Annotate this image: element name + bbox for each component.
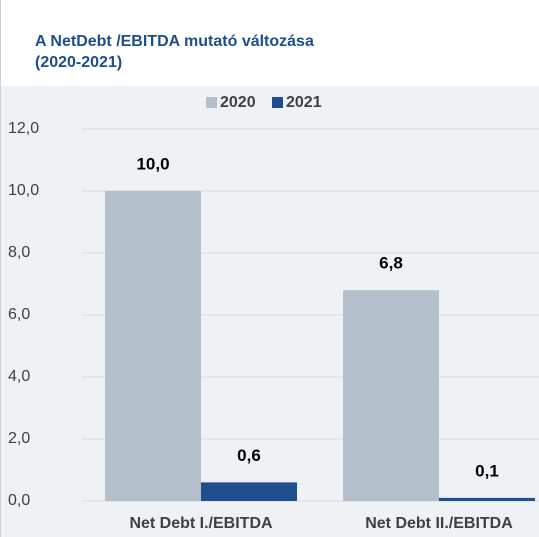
- bar: [439, 497, 535, 501]
- x-tick-label: Net Debt II./EBITDA: [365, 515, 513, 532]
- data-label: 0,6: [237, 446, 261, 465]
- bar: [343, 290, 439, 501]
- x-tick-label: Net Debt I./EBITDA: [129, 515, 273, 532]
- legend-swatch: [206, 97, 217, 108]
- y-tick-label: 12,0: [8, 120, 39, 137]
- bar: [201, 482, 297, 501]
- chart-subtitle: (2020-2021): [35, 54, 122, 71]
- y-tick-label: 10,0: [8, 182, 39, 199]
- legend-label: 2021: [286, 94, 322, 111]
- y-tick-label: 0,0: [8, 492, 30, 509]
- legend-swatch: [272, 97, 283, 108]
- data-label: 10,0: [136, 154, 169, 173]
- chart-title: A NetDebt /EBITDA mutató változása: [35, 33, 314, 50]
- y-tick-label: 4,0: [8, 368, 30, 385]
- y-tick-label: 2,0: [8, 430, 30, 447]
- data-label: 6,8: [379, 254, 403, 273]
- data-label: 0,1: [475, 461, 499, 480]
- y-tick-label: 6,0: [8, 306, 30, 323]
- y-tick-label: 8,0: [8, 244, 30, 261]
- legend-label: 2020: [220, 94, 256, 111]
- bar: [105, 191, 201, 501]
- title-area: [0, 0, 539, 86]
